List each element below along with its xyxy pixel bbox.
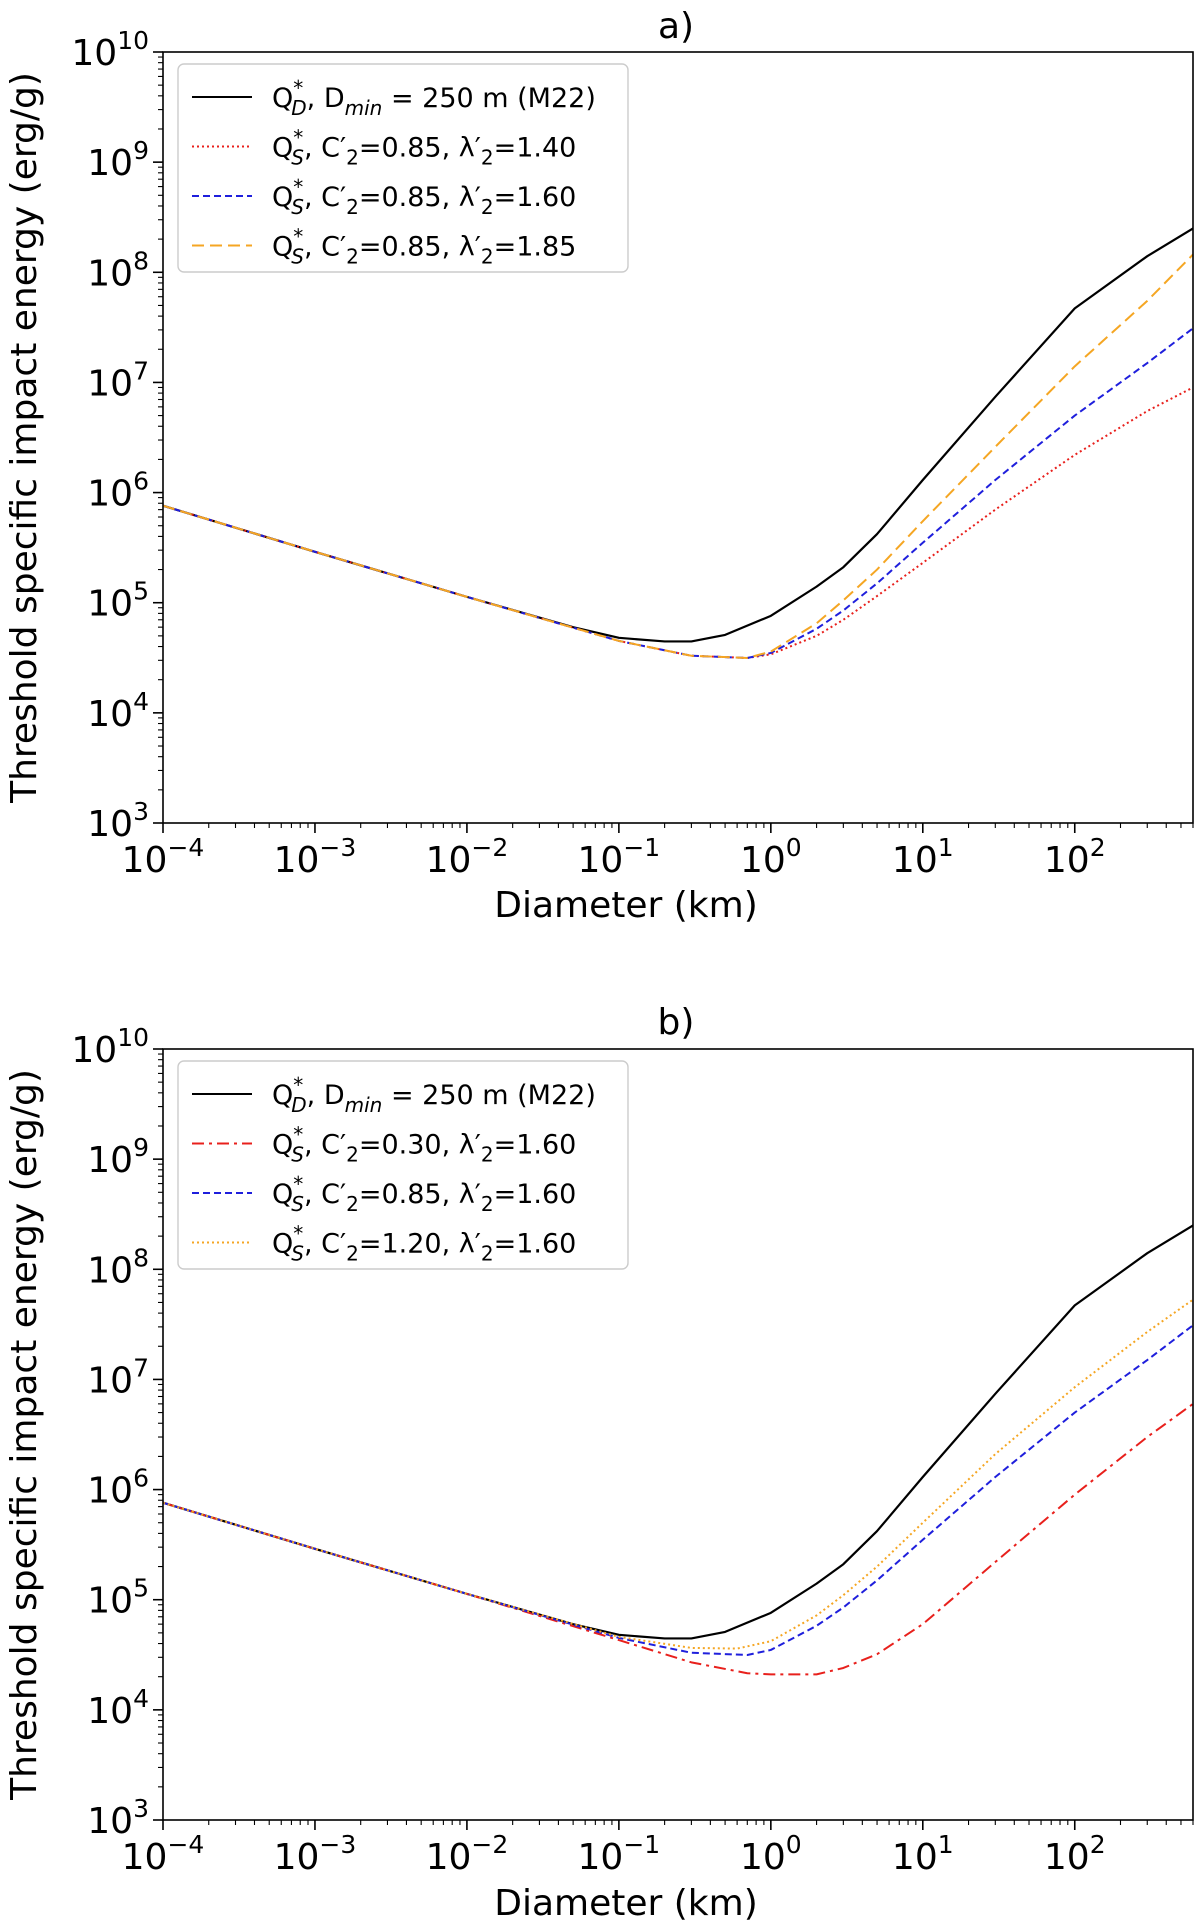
y-tick-label: 107 [87,356,149,404]
x-tick-label: 10−3 [274,1830,357,1878]
series-line-1 [163,1403,1193,1676]
panel-title: b) [658,1002,695,1043]
y-tick-label: 104 [87,687,149,735]
y-axis-label: Threshold specific impact energy (erg/g) [4,1069,45,1801]
x-tick-label: 102 [1044,1830,1106,1878]
series-line-2 [163,1324,1193,1656]
y-tick-label: 1010 [71,1023,149,1071]
x-tick-label: 10−3 [274,833,357,881]
x-tick-label: 100 [740,833,802,881]
y-tick-label: 105 [87,1574,149,1622]
plot-frame [162,1048,1194,1821]
legend-label: Q* S, C′2=0.85, λ′2=1.60 [272,175,576,219]
panel-title: a) [658,6,694,47]
x-tick-label: 10−2 [426,1830,509,1878]
y-tick-label: 109 [87,1133,149,1181]
y-tick-label: 108 [87,1243,149,1291]
legend-label: Q* S, C′2=1.20, λ′2=1.60 [272,1222,576,1266]
x-axis-label: Diameter (km) [494,1883,758,1924]
y-tick-label: 109 [87,136,149,184]
legend-label: Q* S, C′2=0.30, λ′2=1.60 [272,1123,576,1167]
legend: Q* D, Dmin = 250 m (M22) Q* S, C′2=0.30, λ′… [177,1060,629,1270]
legend-label: Q* S, C′2=0.85, λ′2=1.85 [272,225,576,269]
legend: Q* D, Dmin = 250 m (M22) Q* S, C′2=0.85, λ′… [177,63,629,273]
x-axis-label: Diameter (km) [494,885,758,926]
x-tick-label: 10−1 [578,833,661,881]
legend-label: Q* S, C′2=0.85, λ′2=1.60 [272,1172,576,1216]
x-tick-label: 10−1 [578,1830,661,1878]
x-tick-label: 101 [892,1830,954,1878]
y-tick-label: 108 [87,246,149,294]
y-tick-label: 106 [87,467,149,515]
panel-a: 10−4 10−3 10−2 10−1 100 101 102 103 104 105 106 107… [4,6,1194,926]
panel-b: 10−4 10−3 10−2 10−1 100 101 102 103 104 105 106 107… [4,1002,1194,1924]
legend-label: Q* D, Dmin = 250 m (M22) [272,1073,596,1117]
y-tick-label: 107 [87,1353,149,1401]
y-tick-label: 106 [87,1464,149,1512]
y-tick-label: 104 [87,1684,149,1732]
series-line-3 [163,253,1193,659]
x-tick-label: 102 [1044,833,1106,881]
legend-label: Q* S, C′2=0.85, λ′2=1.40 [272,126,576,170]
x-tick-label: 10−2 [426,833,509,881]
x-tick-label: 100 [740,1830,802,1878]
y-axis-label: Threshold specific impact energy (erg/g) [4,72,45,804]
series-line-3 [163,1298,1193,1650]
y-tick-label: 103 [87,1794,149,1842]
y-tick-label: 1010 [71,26,149,74]
plot-frame [162,51,1194,824]
y-tick-label: 105 [87,577,149,625]
x-tick-label: 10−4 [122,1830,205,1878]
y-tick-label: 103 [87,797,149,845]
x-tick-label: 10−4 [122,833,205,881]
legend-label: Q* D, Dmin = 250 m (M22) [272,76,596,120]
series-line-2 [163,327,1193,659]
x-tick-label: 101 [892,833,954,881]
